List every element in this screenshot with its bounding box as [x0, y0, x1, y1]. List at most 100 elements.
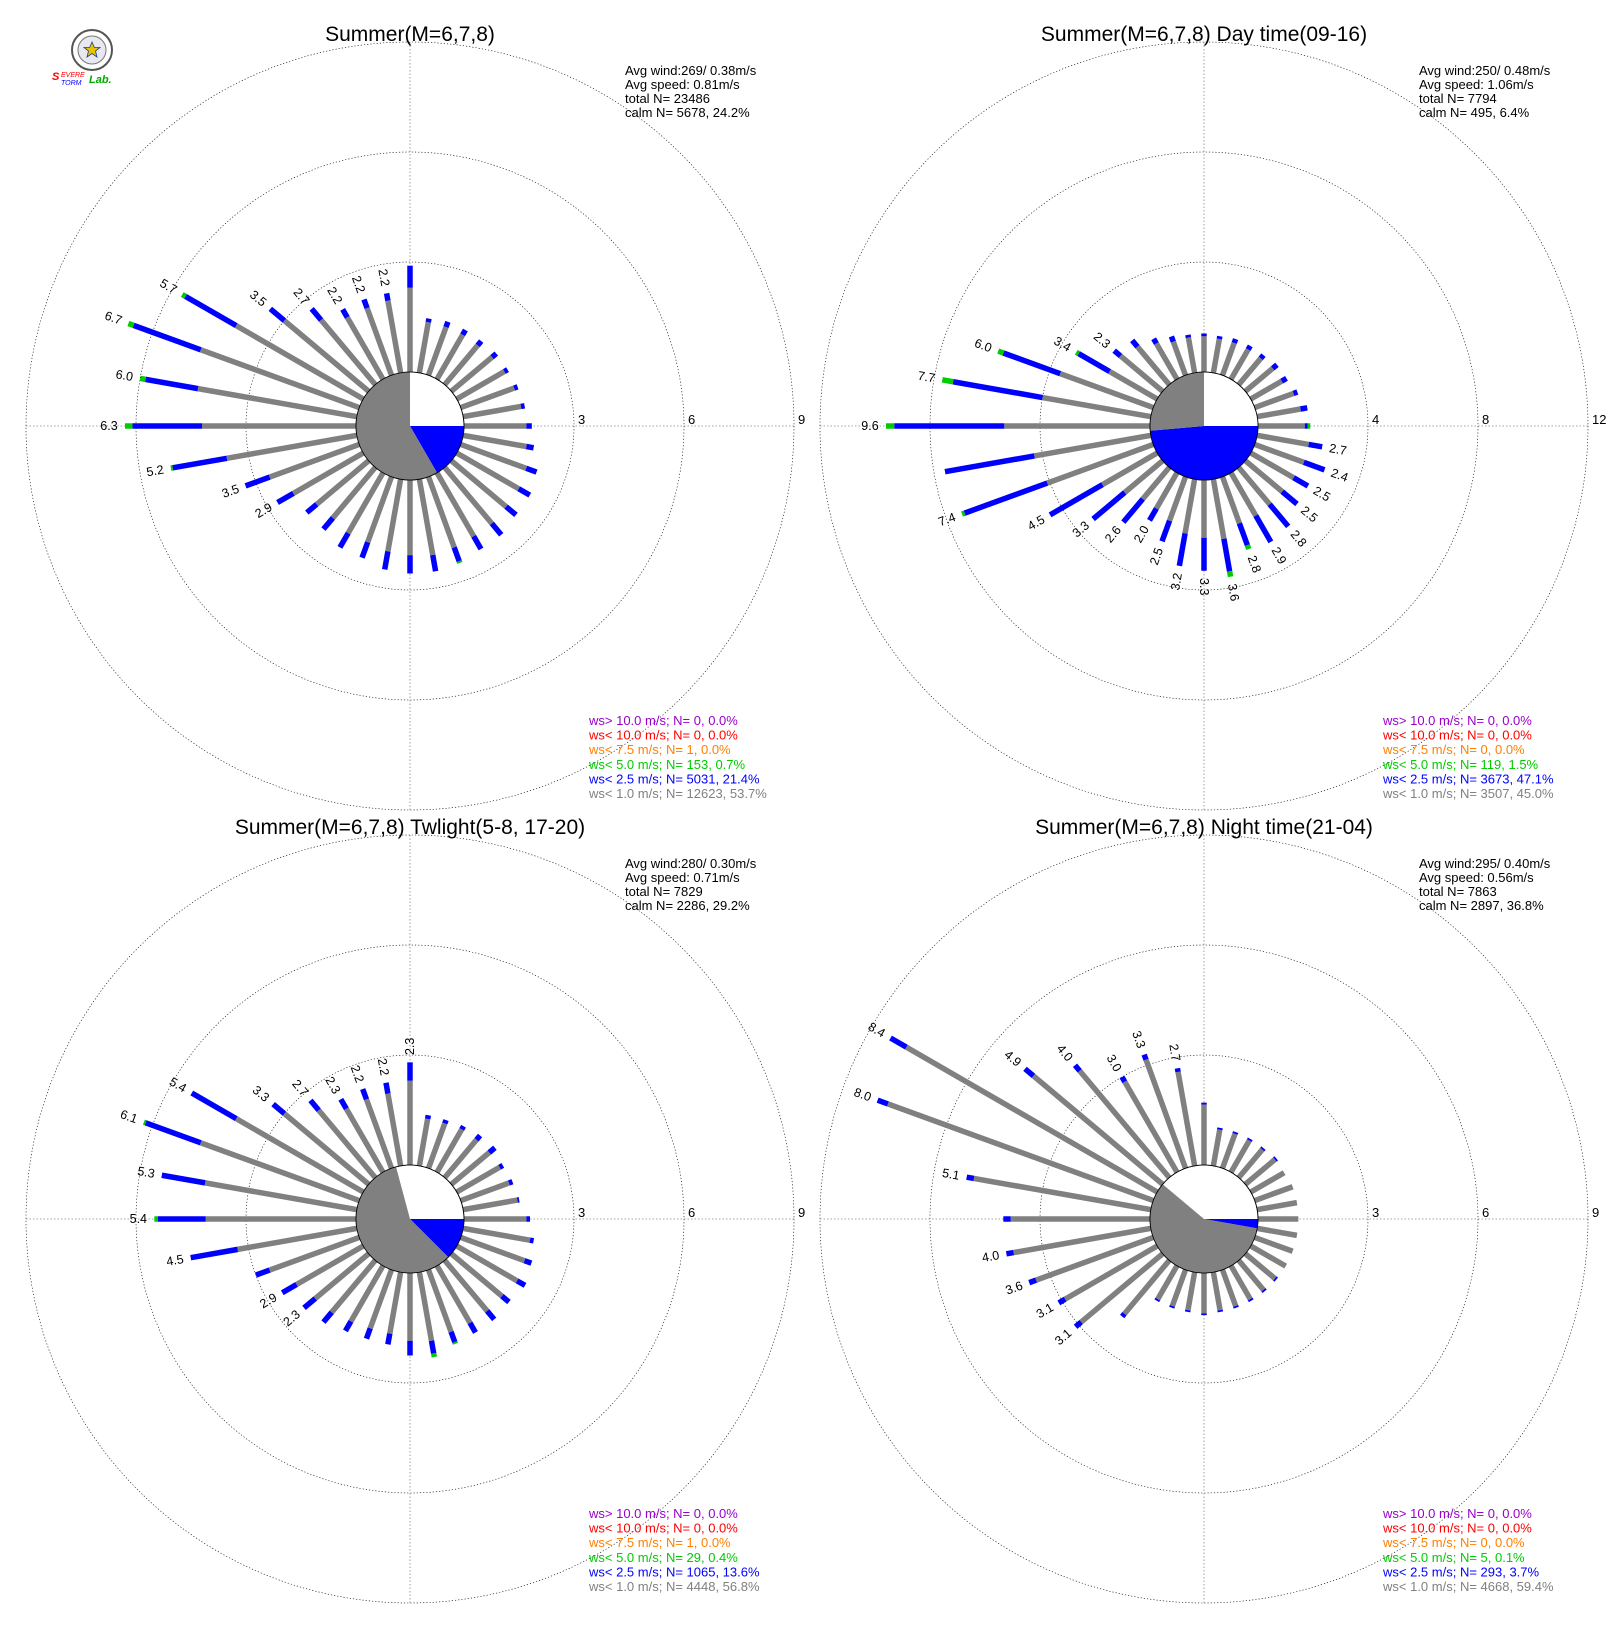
wind-bar-segment-blue: [1258, 353, 1266, 361]
wind-bar-segment-gray: [385, 1093, 404, 1167]
wind-bar-segment-blue: [460, 328, 468, 337]
wind-bar-segment-gray: [1182, 478, 1198, 534]
legend-entry: ws< 2.5 m/s; N= 3673, 47.1%: [1382, 771, 1554, 786]
stat-total: total N= 7863: [1419, 884, 1497, 899]
wind-bar-10: [1210, 335, 1223, 374]
wind-bar-segment-gray: [462, 1197, 518, 1213]
wind-bar-140: [1236, 1258, 1267, 1294]
ring-label: 8: [1482, 412, 1489, 427]
wind-bar-segment-gray: [434, 1127, 465, 1174]
wind-bar-120: [1249, 450, 1310, 489]
legend-entry: ws< 1.0 m/s; N= 4668, 59.4%: [1382, 1579, 1554, 1594]
wind-bar-220: [321, 465, 378, 531]
bar-label: 2.7: [290, 285, 312, 307]
bar-label: 2.9: [1268, 545, 1289, 567]
legend-entry: ws< 1.0 m/s; N= 12623, 53.7%: [588, 786, 767, 801]
legend-entry: ws> 10.0 m/s; N= 0, 0.0%: [588, 713, 738, 728]
wind-bar-segment-gray: [459, 1234, 526, 1264]
wind-bar-segment-blue: [1270, 362, 1279, 371]
wind-bar-segment-gray: [1059, 371, 1155, 411]
wind-bar-segment-blue: [1260, 1146, 1266, 1152]
wind-bar-250: [244, 441, 361, 489]
legend-entry: ws> 10.0 m/s; N= 0, 0.0%: [1382, 1506, 1532, 1521]
bar-label: 2.5: [1311, 484, 1333, 505]
wind-bar-segment-blue: [525, 465, 538, 475]
bar-label: 7.7: [917, 369, 937, 386]
wind-bar-40: [442, 1133, 483, 1180]
wind-bar-segment-gray: [462, 1225, 531, 1243]
wind-bar-segment-gray: [1256, 1225, 1298, 1239]
wind-bar-110: [1253, 441, 1326, 473]
wind-bar-segment-blue: [161, 1172, 206, 1186]
legend-entry: ws< 10.0 m/s; N= 0, 0.0%: [1382, 728, 1532, 743]
wind-bar-segment-gray: [416, 1118, 431, 1167]
wind-bar-200: [1169, 1268, 1189, 1309]
wind-bar-segment-blue: [1130, 338, 1140, 349]
wind-bar-310: [271, 1102, 371, 1187]
wind-bar-segment-gray: [1033, 432, 1152, 459]
wind-bar-290: [997, 348, 1155, 411]
wind-bar-segment-gray: [434, 1264, 473, 1325]
wind-bar-50: [449, 351, 499, 394]
wind-bar-310: [1023, 1066, 1165, 1187]
wind-bar-40: [442, 339, 484, 387]
wind-bar-segment-gray: [330, 465, 378, 520]
wind-bar-320: [308, 1098, 378, 1180]
legend-entry: ws< 7.5 m/s; N= 0, 0.0%: [1382, 1535, 1525, 1550]
wind-bar-segment-gray: [1108, 369, 1159, 402]
wind-bar-segment-gray: [234, 323, 365, 402]
wind-bar-segment-gray: [1169, 1268, 1189, 1307]
wind-bar-segment-gray: [365, 475, 395, 544]
wind-bar-segment-blue: [1280, 489, 1299, 507]
wind-bar-210: [1147, 471, 1180, 522]
bar-label: 2.2: [375, 1057, 392, 1077]
wind-bar-segment-gray: [1210, 478, 1227, 540]
wind-bar-230: [302, 1251, 371, 1311]
wind-bar-segment-blue: [471, 534, 484, 551]
wind-bar-segment-blue: [254, 1267, 271, 1278]
wind-bar-segment-green: [997, 348, 1005, 356]
wind-bar-120: [455, 450, 532, 498]
wind-bar-40: [1236, 1146, 1266, 1180]
wind-bar-segment-gray: [1118, 353, 1165, 394]
bar-label: 2.3: [281, 1307, 303, 1329]
wind-bar-segment-gray: [1228, 1139, 1252, 1174]
wind-bar-segment-blue: [302, 1296, 318, 1311]
wind-bar-segment-blue: [1236, 522, 1250, 547]
wind-bar-segment-gray: [459, 385, 516, 411]
wind-bar-segment-blue: [1119, 1075, 1128, 1084]
wind-bar-segment-gray: [425, 1268, 454, 1333]
wind-bar-segment-gray: [1256, 406, 1301, 420]
bar-label: 5.7: [157, 276, 179, 297]
wind-bar-250: [254, 1234, 361, 1278]
wind-bar-segment-gray: [1253, 1184, 1294, 1204]
wind-bar-segment-gray: [1228, 1264, 1253, 1301]
wind-bar-segment-gray: [282, 1111, 371, 1187]
wind-bar-segment-gray: [1243, 366, 1275, 394]
wind-bar-segment-gray: [455, 450, 521, 492]
ring-label: 12: [1592, 412, 1606, 427]
wind-bar-160: [425, 1268, 459, 1345]
wind-bar-240: [276, 450, 365, 505]
wind-bar-250: [961, 441, 1155, 517]
wind-bar-segment-blue: [271, 1102, 287, 1116]
bar-label: 2.5: [1298, 503, 1320, 525]
wind-bar-segment-gray: [1243, 458, 1284, 494]
wind-bar-60: [1249, 1170, 1286, 1195]
calm-sector: [410, 426, 464, 473]
wind-rose-panel-3: 3 6 92.32.94.55.45.36.15.4 3.3 2.7 2.32.2 2.22…: [25, 816, 805, 1604]
bar-label: 6.0: [115, 367, 135, 384]
wind-bar-120: [1249, 1243, 1288, 1269]
wind-bar-10: [1210, 1127, 1223, 1167]
wind-bar-40: [1236, 353, 1266, 387]
wind-bar-segment-blue: [190, 1090, 238, 1122]
wind-bar-segment-gray: [197, 385, 358, 420]
logo-s: S: [52, 71, 60, 83]
legend-entry: ws< 10.0 m/s; N= 0, 0.0%: [588, 1521, 738, 1536]
ring-label: 6: [688, 1205, 695, 1220]
wind-bar-segment-gray: [1210, 338, 1223, 374]
wind-bar-segment-blue: [1267, 502, 1291, 529]
grid-ring: [929, 151, 1479, 701]
wind-bar-segment-blue: [359, 541, 371, 559]
wind-bar-segment-gray: [442, 1258, 490, 1313]
